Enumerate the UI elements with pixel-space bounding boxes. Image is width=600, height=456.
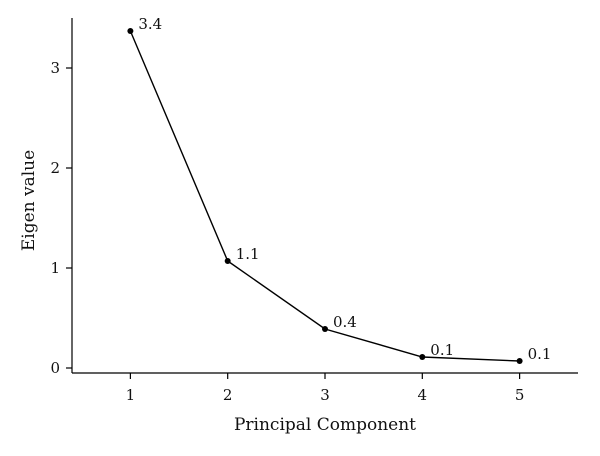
data-label-4: 0.1 — [430, 341, 454, 359]
series-eigenvalues — [129, 30, 520, 362]
y-tick-label-1: 1 — [50, 259, 60, 277]
x-tick-label-3: 3 — [320, 386, 330, 404]
data-point-1 — [127, 28, 134, 34]
x-tick-label-1: 1 — [126, 386, 136, 404]
y-tick-label-0: 0 — [50, 359, 60, 377]
data-label-5: 0.1 — [528, 345, 552, 363]
data-label-3: 0.4 — [333, 313, 357, 331]
x-tick-label-2: 2 — [223, 386, 233, 404]
data-point-5 — [516, 358, 523, 364]
y-tick-label-3: 3 — [50, 59, 60, 77]
series-line — [129, 30, 520, 362]
y-tick-label-2: 2 — [50, 159, 60, 177]
x-tick-label-4: 4 — [418, 386, 428, 404]
y-ticks: 0 1 2 3 — [50, 59, 72, 377]
data-labels: 3.4 1.1 0.4 0.1 0.1 — [138, 15, 551, 363]
data-point-2 — [224, 258, 231, 264]
data-point-3 — [322, 326, 328, 332]
x-axis-title: Principal Component — [234, 415, 416, 435]
x-ticks: 1 2 3 4 5 — [126, 373, 525, 404]
data-point-4 — [419, 354, 426, 360]
data-label-1: 3.4 — [138, 15, 162, 33]
data-label-2: 1.1 — [236, 245, 260, 263]
data-points — [127, 28, 523, 364]
x-tick-label-5: 5 — [515, 386, 525, 404]
y-axis-title: Eigen value — [19, 150, 39, 251]
